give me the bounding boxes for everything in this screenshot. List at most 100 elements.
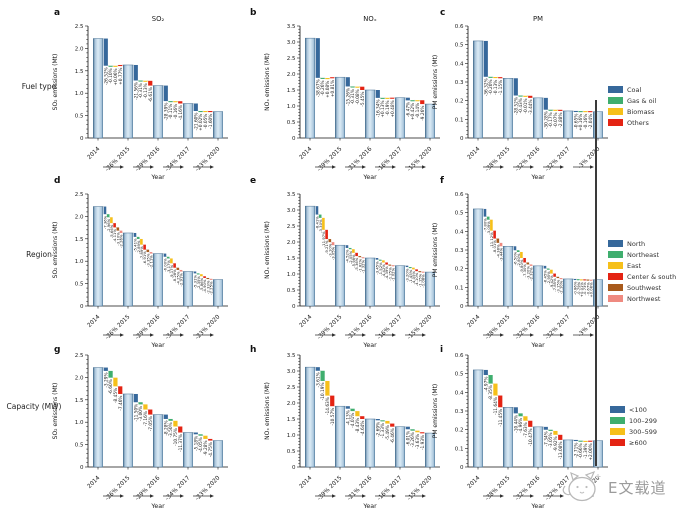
svg-text:+0.42%: +0.42% xyxy=(410,103,416,120)
legend-label: North xyxy=(627,239,646,248)
svg-text:PM emissions (Mt): PM emissions (Mt) xyxy=(432,384,439,439)
svg-text:-0.08%: -0.08% xyxy=(355,89,361,104)
segment xyxy=(325,229,328,240)
segment xyxy=(103,367,108,371)
svg-text:2015: 2015 xyxy=(117,146,132,161)
segment xyxy=(322,217,325,230)
segment xyxy=(523,95,528,97)
panel-letter-f: f xyxy=(440,176,444,186)
bar-2017 xyxy=(395,97,405,139)
svg-text:-3.63%: -3.63% xyxy=(415,434,421,449)
svg-text:2014: 2014 xyxy=(87,475,102,490)
svg-text:3.5: 3.5 xyxy=(287,353,296,359)
legend-swatch xyxy=(608,273,623,280)
legend-label: East xyxy=(627,261,642,270)
bar-2017 xyxy=(183,271,193,307)
svg-text:-2.91%: -2.91% xyxy=(179,273,184,287)
bar-2017 xyxy=(563,278,573,307)
svg-text:-23%: -23% xyxy=(195,326,210,341)
svg-text:-29%: -29% xyxy=(135,158,150,173)
svg-text:-3.45%: -3.45% xyxy=(375,261,380,275)
svg-text:0.5: 0.5 xyxy=(455,211,464,217)
segment xyxy=(110,217,113,224)
segment xyxy=(193,271,197,274)
svg-text:-3.44%: -3.44% xyxy=(528,99,534,114)
legend-item: Gas & oil xyxy=(608,95,656,106)
bar-2017 xyxy=(563,439,573,468)
bar-2015 xyxy=(335,244,345,307)
segment xyxy=(558,109,563,111)
svg-text:1.0: 1.0 xyxy=(75,91,84,97)
segment xyxy=(405,265,409,268)
legend-swatch xyxy=(608,240,623,247)
segment xyxy=(588,440,593,442)
segment xyxy=(178,101,183,104)
svg-text:-15%: -15% xyxy=(407,158,422,173)
bar-2015 xyxy=(123,393,133,468)
segment xyxy=(119,230,123,233)
segment xyxy=(573,439,578,442)
legend-label: Others xyxy=(627,118,649,127)
svg-text:-39%: -39% xyxy=(317,326,332,341)
chart-c: 0 0.1 0.2 0.3 0.4 0.5 0.6 PM PM emissions (Mt) 20… xyxy=(432,15,608,181)
svg-text:-2.10%: -2.10% xyxy=(559,280,564,294)
svg-text:-2.11%: -2.11% xyxy=(149,255,154,269)
svg-text:-5.49%: -5.49% xyxy=(385,425,391,440)
panel-i-chart: 0 0.1 0.2 0.3 0.4 0.5 0.6 PM emissions (Mt) 2014… xyxy=(426,343,638,513)
bar-2015 xyxy=(503,407,513,468)
svg-text:0: 0 xyxy=(292,465,296,471)
segment xyxy=(168,101,173,103)
svg-text:2020: 2020 xyxy=(207,314,222,329)
svg-text:0.5: 0.5 xyxy=(75,443,84,449)
panel-b-chart: 0 0.5 1.0 1.5 2.0 2.5 3.0 3.5 NOₓ NOₓ emissions (… xyxy=(258,14,470,184)
legend-item: 100–299 xyxy=(610,415,657,426)
segment xyxy=(420,432,425,434)
svg-text:-38%: -38% xyxy=(485,326,500,341)
segment xyxy=(198,110,203,113)
svg-text:-0.16%: -0.16% xyxy=(173,104,179,119)
svg-text:-0.67%: -0.67% xyxy=(585,282,590,296)
svg-text:-3.15%: -3.15% xyxy=(555,279,560,293)
bar-2020 xyxy=(213,111,223,139)
svg-text:2015: 2015 xyxy=(329,475,344,490)
svg-text:-6.61%: -6.61% xyxy=(148,87,154,102)
svg-text:-34%: -34% xyxy=(165,158,180,173)
panel-e-chart: 0 0.5 1.0 1.5 2.0 2.5 3.0 3.5 NOₓ emissions (Mt)… xyxy=(258,182,470,352)
segment xyxy=(583,440,588,442)
svg-text:NOₓ: NOₓ xyxy=(363,15,376,23)
svg-text:2014: 2014 xyxy=(467,146,482,161)
legend-label: Coal xyxy=(627,85,642,94)
segment xyxy=(140,238,143,245)
svg-text:2.0: 2.0 xyxy=(287,401,296,407)
svg-text:1.5: 1.5 xyxy=(287,256,296,262)
svg-text:-7.89%: -7.89% xyxy=(139,246,144,260)
legend-swatch xyxy=(610,406,625,413)
segment xyxy=(108,370,113,378)
svg-text:-4.39%: -4.39% xyxy=(384,266,389,280)
segment xyxy=(543,265,547,269)
panel-letter-d: d xyxy=(54,176,61,186)
svg-text:2.5: 2.5 xyxy=(75,24,84,30)
segment xyxy=(583,111,588,113)
segment xyxy=(410,429,415,431)
svg-text:2016: 2016 xyxy=(147,314,162,329)
segment xyxy=(209,278,213,280)
segment xyxy=(345,77,350,87)
legend-item: North xyxy=(608,238,676,249)
svg-text:-32%: -32% xyxy=(545,158,560,173)
segment xyxy=(360,86,365,90)
svg-text:+0.06%: +0.06% xyxy=(113,68,119,85)
svg-text:0: 0 xyxy=(80,465,84,471)
segment xyxy=(498,395,503,408)
svg-text:-3.35%: -3.35% xyxy=(145,253,150,267)
svg-text:2016: 2016 xyxy=(527,314,542,329)
segment xyxy=(208,111,213,113)
svg-text:-0.10%: -0.10% xyxy=(108,68,114,83)
svg-text:-1.15%: -1.15% xyxy=(498,80,504,95)
bar-2017 xyxy=(563,110,573,139)
svg-text:-34%: -34% xyxy=(165,487,180,502)
svg-text:1.0: 1.0 xyxy=(75,259,84,265)
segment xyxy=(208,438,213,441)
legend-label: ≥600 xyxy=(629,438,647,447)
svg-text:-7.63%: -7.63% xyxy=(523,422,529,437)
